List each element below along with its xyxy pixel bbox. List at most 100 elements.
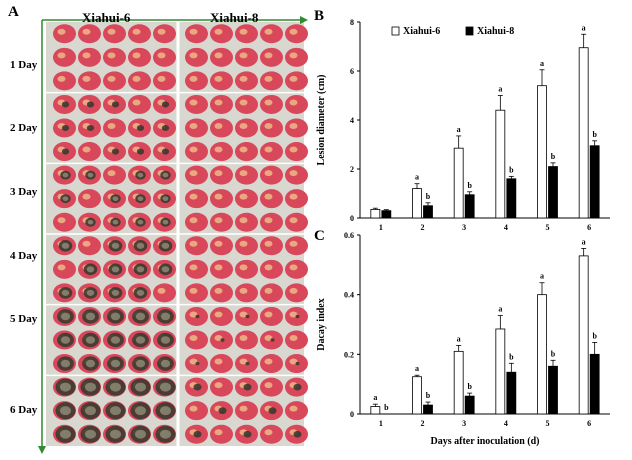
peach-photo-grid [38,16,308,454]
bar [453,147,464,219]
peach-blush [289,75,298,82]
peach [260,24,283,44]
rot-lesion [86,101,95,108]
peach [235,71,258,91]
cultivar-label-xiahui-8: Xiahui-8 [210,10,259,25]
peach [210,47,233,67]
mold-patch [61,242,70,249]
mold-patch [87,219,94,225]
panel-a-photo: A Xiahui-6 Xiahui-8 1 Day 2 Day 3 Day 4 … [0,0,310,460]
peach-blush [107,28,116,35]
peach [260,47,283,67]
peach-blush [189,52,198,59]
peach [260,118,283,138]
peach-blush [189,75,198,82]
peach [260,71,283,91]
peach-blush [57,75,66,82]
peach-blush [264,287,273,294]
peach-blush [289,240,298,247]
peach-blush [132,52,141,59]
mold-patch [110,312,121,321]
peach-blush [289,287,298,294]
bar [464,395,475,415]
mold-patch [60,406,71,416]
legend-label: Xiahui-6 [403,26,440,37]
rot-lesion [136,148,145,155]
peach [210,165,233,185]
peach [285,330,308,350]
mold-patch [135,312,146,321]
peach-blush [214,382,223,389]
rot-lesion [193,383,202,391]
peach [210,306,233,326]
peach [53,71,76,91]
rot-lesion [161,101,170,108]
peach [103,118,126,138]
mold-patch [62,196,69,202]
mold-patch [162,172,169,178]
significance-letter: b [509,165,514,174]
peach [128,47,151,67]
peach-blush [264,311,273,318]
peach-blush [264,240,273,247]
peach-blush [214,287,223,294]
rot-lesion [136,124,145,132]
peach-blush [214,99,223,106]
bar [495,328,506,415]
peach [210,24,233,44]
peach-blush [239,311,248,318]
bar [381,210,392,219]
peach [285,236,308,256]
bar [464,194,475,219]
rot-lesion [61,124,70,132]
bar [537,85,547,219]
peach [210,259,233,279]
bar [548,365,558,415]
rot-lesion [243,383,252,391]
peach-blush [82,193,91,200]
peach-blush [264,382,273,389]
bar [506,371,517,415]
peach [210,424,233,444]
peach [285,212,308,232]
peach-blush [132,28,141,35]
rot-lesion [245,361,250,366]
significance-letter: b [551,152,556,161]
mold-patch [160,406,171,416]
peach-blush [289,193,298,200]
mold-patch [111,266,120,273]
significance-letter: a [457,334,461,343]
peach-blush [189,311,198,318]
day-label-3: 3 Day [10,186,38,198]
peach [185,330,208,350]
panel-letter: B [314,8,324,24]
rot-lesion [293,383,302,391]
peach [153,24,176,44]
peach-blush [239,217,248,224]
x-tick-label: 4 [504,223,508,232]
peach [210,354,233,374]
peach [185,401,208,421]
peach [53,259,76,279]
peach [128,24,151,44]
bar [453,350,464,415]
peach-blush [189,287,198,294]
peach-blush [214,240,223,247]
peach [210,212,233,232]
rot-lesion [268,407,277,415]
significance-letter: b [467,181,472,190]
mold-patch [110,429,121,439]
peach-blush [289,146,298,153]
peach [235,401,258,421]
peach [185,212,208,232]
day-block [53,377,308,444]
peach-blush [189,146,198,153]
peach-blush [157,287,166,294]
peach-blush [157,52,166,59]
mold-patch [62,172,69,178]
mold-patch [162,196,169,202]
peach-blush [189,264,198,271]
peach-blush [264,358,273,365]
significance-letter: a [582,237,586,246]
